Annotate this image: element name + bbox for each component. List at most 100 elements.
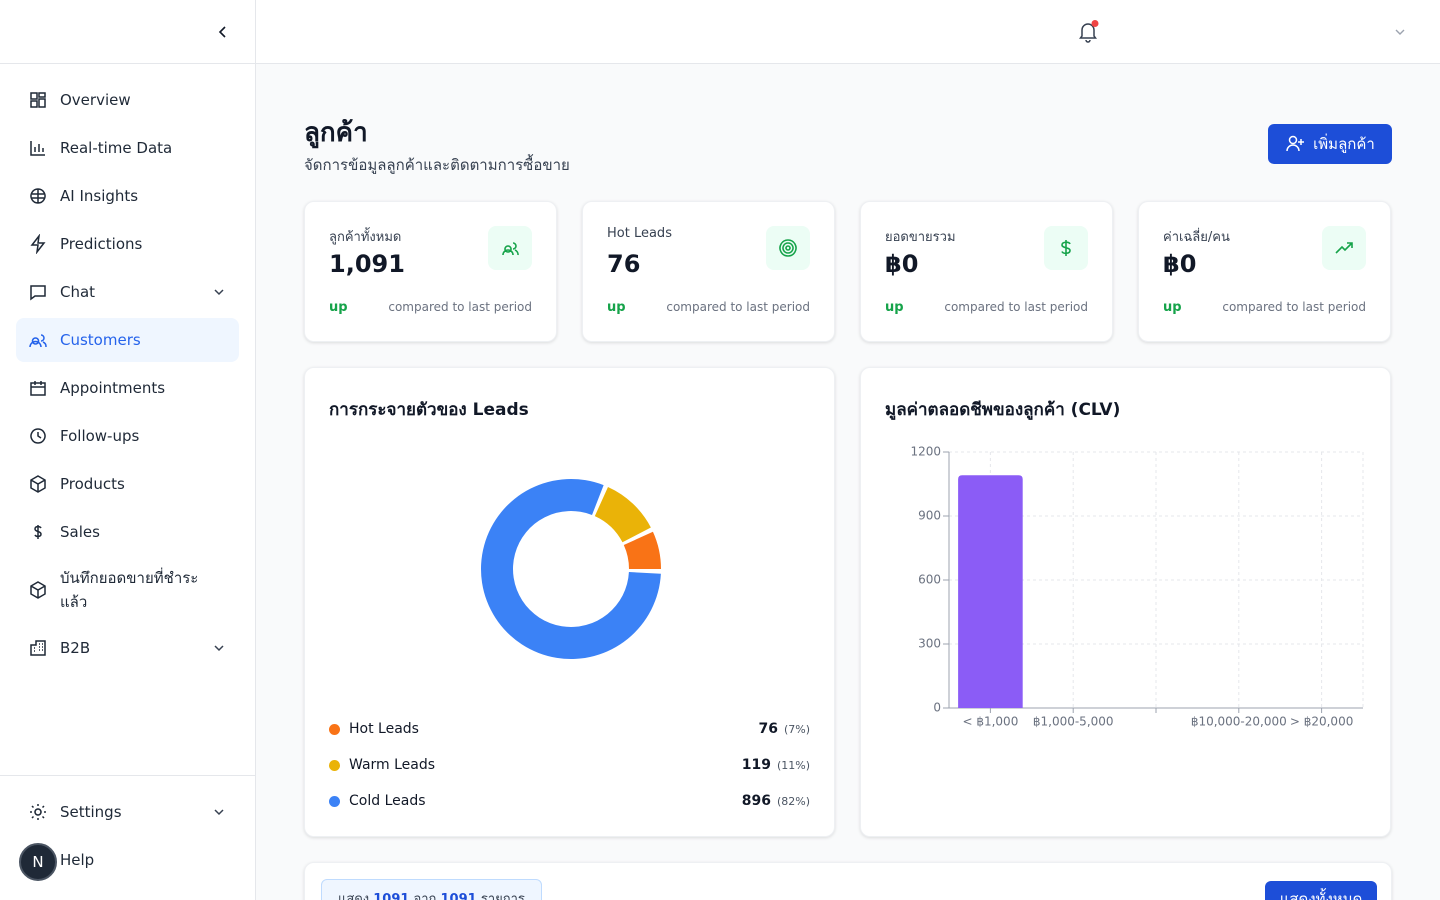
add-customer-button[interactable]: เพิ่มลูกค้า	[1268, 124, 1392, 164]
stat-label: ยอดขายรวม	[885, 230, 956, 245]
icon-shape	[502, 242, 519, 256]
donut-slice	[594, 486, 651, 543]
nav-item[interactable]: Help	[16, 838, 239, 882]
x-tick-label: < ฿1,000	[962, 715, 1018, 729]
collapse-button[interactable]	[215, 24, 231, 40]
nav-item[interactable]: Overview	[16, 78, 239, 122]
chevron-shape	[214, 645, 224, 652]
icon-shape	[30, 234, 46, 254]
avatar[interactable]: N	[19, 843, 57, 881]
chevron-shape	[214, 289, 224, 296]
legend-percent: (11%)	[776, 758, 810, 772]
chevron-shape	[214, 809, 224, 816]
legend-row: Warm Leads 119 (11%)	[329, 755, 810, 775]
nav-icon	[34, 525, 42, 539]
nav-icon	[30, 188, 46, 204]
legend-value: 896	[741, 793, 771, 809]
sidebar-footer: Settings Help	[0, 775, 255, 886]
y-tick-label: 600	[918, 573, 941, 587]
nav-icon	[30, 234, 46, 254]
nav-label: Settings	[60, 803, 122, 821]
stat-trend: up	[1163, 300, 1182, 315]
nav-item[interactable]: Follow-ups	[16, 414, 239, 458]
stat-value: 76	[607, 250, 641, 278]
sidebar-header	[0, 0, 255, 64]
stat-card: ลูกค้าทั้งหมด 1,091 up compared to last per…	[304, 201, 557, 342]
icon-shape	[30, 475, 46, 493]
y-tick-label: 900	[918, 509, 941, 523]
footer-nav: Settings Help	[16, 790, 239, 882]
nav-item[interactable]: Real-time Data	[16, 126, 239, 170]
nav-icon	[30, 804, 46, 820]
legend-value: 119	[741, 757, 771, 773]
nav-label: Chat	[60, 283, 96, 301]
legend-value: 76	[758, 721, 778, 737]
stat-value: ฿0	[1163, 250, 1197, 278]
stat-icon	[488, 226, 532, 270]
legend-percent: (82%)	[776, 794, 810, 808]
stat-icon	[1322, 226, 1366, 270]
stat-label: ค่าเฉลี่ย/คน	[1163, 230, 1230, 245]
summary-total: 1091	[440, 892, 477, 900]
clv-card: มูลค่าตลอดชีพของลูกค้า (CLV) 0 300 600 900 1…	[860, 367, 1391, 837]
legend-dot	[329, 723, 340, 735]
icon-shape	[30, 381, 46, 396]
chart-title: การกระจายตัวของ Leads	[329, 400, 529, 420]
icon-shape	[30, 188, 46, 204]
user-menu[interactable]	[1393, 25, 1407, 39]
nav-icon	[30, 581, 46, 599]
nav-label: Help	[60, 851, 95, 869]
summary-text: รายการ	[480, 892, 525, 900]
chevron	[214, 809, 224, 816]
stat-value: 1,091	[329, 250, 405, 278]
y-tick-label: 1200	[910, 445, 941, 459]
nav-label: Products	[60, 475, 125, 493]
nav-label: AI Insights	[60, 187, 139, 205]
y-tick-label: 0	[933, 701, 941, 715]
stat-trend: up	[329, 300, 348, 315]
page-subtitle: จัดการข้อมูลลูกค้าและติดตามการซื้อขาย	[304, 156, 570, 174]
nav-item[interactable]: AI Insights	[16, 174, 239, 218]
nav-icon	[30, 475, 46, 493]
show-all-button[interactable]: แสดงทั้งหมด	[1265, 881, 1377, 900]
nav-item[interactable]: Customers	[16, 318, 239, 362]
icon-shape	[30, 581, 46, 599]
stat-card: Hot Leads 76 up compared to last period	[582, 201, 835, 342]
bar-chart: 0 300 600 900 1200 < ฿1,000 ฿1,000-5,000 ฿10,00…	[910, 445, 1364, 729]
legend-dot	[329, 795, 340, 807]
nav-item[interactable]: Chat	[16, 270, 239, 314]
donut-slice	[623, 531, 661, 569]
icon-shape	[30, 92, 46, 108]
nav-label: บันทึกยอดขายที่ชำระแล้ว	[60, 569, 199, 611]
legend-label: Hot Leads	[349, 721, 419, 737]
icon-shape	[30, 285, 46, 301]
chevron	[214, 289, 224, 296]
y-tick-label: 300	[918, 637, 941, 651]
icon-shape	[1335, 242, 1353, 254]
stat-icon	[766, 226, 810, 270]
icon	[1061, 240, 1071, 256]
icon-shape	[30, 428, 46, 444]
nav-item[interactable]: Appointments	[16, 366, 239, 410]
nav-item[interactable]: บันทึกยอดขายที่ชำระแล้ว	[16, 558, 239, 622]
stat-trend: up	[885, 300, 904, 315]
nav-item[interactable]: Products	[16, 462, 239, 506]
stat-card: ยอดขายรวม฿0 up compared to last period	[860, 201, 1113, 342]
nav-item[interactable]: B2B	[16, 626, 239, 670]
button-label: แสดงทั้งหมด	[1279, 890, 1363, 900]
legend-row: Hot Leads 76 (7%)	[329, 719, 810, 739]
nav-item[interactable]: Settings	[16, 790, 239, 834]
notifications[interactable]	[1076, 20, 1100, 44]
icon-shape	[30, 804, 46, 820]
icon-shape	[779, 239, 797, 257]
stat-note: compared to last period	[944, 300, 1088, 314]
nav-item[interactable]: Sales	[16, 510, 239, 554]
stat-value: ฿0	[885, 250, 919, 278]
add-user-icon	[1286, 135, 1305, 152]
icon	[502, 242, 519, 256]
nav-item[interactable]: Predictions	[16, 222, 239, 266]
nav-icon	[30, 640, 46, 656]
icon-shape	[30, 640, 46, 656]
nav-label: Sales	[60, 523, 100, 541]
bar	[958, 475, 1023, 708]
